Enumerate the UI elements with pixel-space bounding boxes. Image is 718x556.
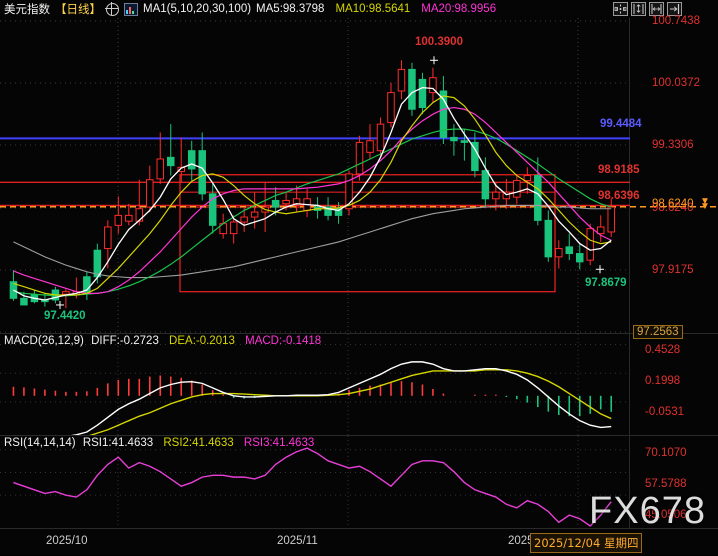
rsi-axis-tick: 70.1070: [645, 447, 687, 459]
red-level-1-label: 98.9185: [598, 164, 640, 176]
rsi-axis-tick: 45.0506: [645, 509, 687, 521]
price-axis-tick: 100.0372: [652, 77, 700, 89]
current-price-marker-icon: ▼ ▼: [700, 196, 710, 212]
instrument-name: 美元指数: [4, 2, 50, 16]
macd-dea-value: DEA:-0.2013: [169, 335, 235, 347]
macd-axis-tick: 0.1998: [645, 375, 681, 387]
low-right-price-label: 97.8679: [585, 277, 627, 289]
high-price-label: 100.3900: [415, 36, 463, 48]
rsi-axis-tick: 57.5788: [645, 478, 687, 490]
date-axis-tick: 2025/: [508, 535, 537, 547]
price-axis-tick: 100.7438: [652, 15, 700, 27]
price-panel: [0, 18, 718, 333]
date-axis-tick: 2025/10: [46, 535, 88, 547]
price-axis-tick: 98.6240: [652, 202, 694, 214]
rsi-title: RSI(14,14,14): [4, 437, 76, 449]
ma10-value: MA10:98.5641: [335, 3, 411, 15]
ma5-value: MA5:98.3798: [256, 3, 325, 15]
crosshair-icon[interactable]: [105, 1, 119, 16]
macd-macd-value: MACD:-0.1418: [245, 335, 322, 347]
orange-level-label: 98.6240: [652, 198, 694, 210]
macd-panel: [0, 333, 718, 436]
macd-axis-tick: 0.4528: [645, 344, 681, 356]
ma-params-label: MA1(5,10,20,30,100): [143, 3, 252, 15]
ma-indicator-icon[interactable]: [124, 2, 138, 16]
rsi1-value: RSI1:41.4633: [82, 437, 154, 449]
shift-right-icon[interactable]: [667, 2, 682, 16]
period-label: 【日线】: [55, 2, 101, 16]
watermark: FX678: [589, 490, 706, 532]
selected-date-box: 2025/12/04 星期四: [530, 533, 643, 553]
rsi-legend: RSI(14,14,14) RSI1:41.4633 RSI2:41.4633 …: [4, 437, 314, 449]
date-axis-tick: 2025/11: [277, 535, 318, 547]
price-chart-svg[interactable]: [0, 18, 718, 333]
macd-title: MACD(26,12,9): [4, 335, 84, 347]
rsi-panel: [0, 435, 718, 529]
scale-vertical-icon[interactable]: [631, 2, 646, 16]
macd-axis-tick: -0.0531: [645, 406, 685, 418]
macd-chart-svg[interactable]: [0, 334, 718, 435]
chart-header-legend: 美元指数 【日线】 MA1(5,10,20,30,100) MA5:98.379…: [0, 0, 718, 18]
red-level-2-label: 98.6396: [598, 190, 640, 202]
price-axis-tick: 97.9175: [652, 264, 694, 276]
rsi-chart-svg[interactable]: [0, 436, 718, 528]
date-axis: 2025/10 2025/11 2025/2025/12/04 星期四: [0, 528, 718, 556]
rsi3-value: RSI3:41.4633: [243, 437, 315, 449]
move-crosshair-icon[interactable]: [613, 2, 628, 16]
last-price-box: 97.2563: [633, 325, 683, 339]
chart-toolbar: [613, 2, 682, 16]
rsi2-value: RSI2:41.4633: [163, 437, 234, 449]
price-axis-tick: 99.3306: [652, 139, 694, 151]
blue-level-label: 99.4484: [600, 118, 642, 130]
scale-horizontal-icon[interactable]: [649, 2, 664, 16]
ma20-value: MA20:98.9956: [421, 3, 497, 15]
macd-diff-value: DIFF:-0.2723: [91, 335, 159, 347]
low-left-price-label: 97.4420: [44, 310, 86, 322]
price-axis-divider: [629, 18, 630, 528]
macd-legend: MACD(26,12,9) DIFF:-0.2723 DEA:-0.2013 M…: [4, 335, 321, 347]
